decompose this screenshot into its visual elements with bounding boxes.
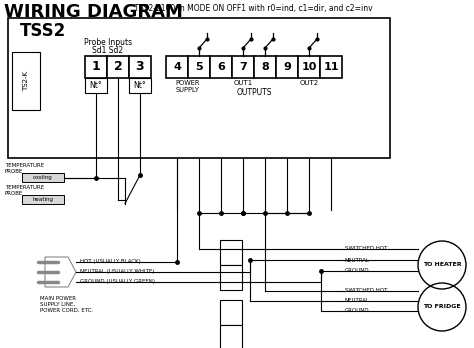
Text: 1: 1 [91, 61, 100, 73]
Text: GROUND: GROUND [345, 269, 370, 274]
Text: SWITCHED HOT: SWITCHED HOT [345, 246, 387, 252]
Text: NEUTRAL (USUALLY WHITE): NEUTRAL (USUALLY WHITE) [80, 269, 155, 275]
Text: OUTPUTS: OUTPUTS [236, 88, 272, 97]
Text: SWITCHED HOT: SWITCHED HOT [345, 288, 387, 293]
Bar [220, 300, 242, 325]
Polygon shape [45, 257, 76, 287]
Text: TO FRIDGE: TO FRIDGE [423, 304, 461, 309]
Text: WIRING DIAGRAM: WIRING DIAGRAM [4, 3, 183, 21]
Text: 4: 4 [173, 62, 181, 72]
Bar [8, 18, 390, 158]
Text: TO HEATER: TO HEATER [423, 262, 461, 268]
Bar [210, 56, 232, 78]
Text: GROUND: GROUND [345, 308, 370, 314]
Bar [12, 52, 40, 110]
Text: 10: 10 [301, 62, 317, 72]
Bar [298, 56, 320, 78]
Bar [320, 56, 342, 78]
Bar [166, 56, 188, 78]
Text: 6: 6 [217, 62, 225, 72]
Text: NEUTRAL: NEUTRAL [345, 258, 370, 262]
Text: TEMPERATURE
PROBE: TEMPERATURE PROBE [5, 163, 44, 174]
Bar [276, 56, 298, 78]
Text: Probe Inputs: Probe Inputs [84, 38, 132, 47]
Text: 11: 11 [323, 62, 339, 72]
Text: 9: 9 [283, 62, 291, 72]
Bar [254, 56, 276, 78]
Bar [107, 56, 129, 78]
Text: Sd1 Sd2: Sd1 Sd2 [92, 46, 124, 55]
Text: TEMPERATURE
PROBE: TEMPERATURE PROBE [5, 185, 44, 196]
Bar [220, 240, 242, 265]
Text: 5: 5 [195, 62, 203, 72]
Text: MAIN POWER
SUPPLY LINE,
POWER CORD, ETC.: MAIN POWER SUPPLY LINE, POWER CORD, ETC. [40, 296, 93, 313]
Text: Nt°: Nt° [134, 81, 146, 90]
Text: HOT (USUALLY BLACK): HOT (USUALLY BLACK) [80, 260, 141, 264]
Bar [220, 265, 242, 290]
Text: OUT1: OUT1 [233, 80, 253, 86]
Bar [129, 56, 151, 78]
Text: GROUND (USUALLY GREEN): GROUND (USUALLY GREEN) [80, 279, 155, 285]
Bar [232, 56, 254, 78]
Text: TSS2: TSS2 [20, 22, 66, 40]
Text: cooling: cooling [33, 175, 53, 180]
Bar [22, 173, 64, 182]
Text: heating: heating [33, 197, 54, 202]
Text: 3: 3 [136, 61, 144, 73]
Bar [85, 56, 107, 78]
Bar [129, 78, 151, 93]
Bar [22, 195, 64, 204]
Text: TS2-K: TS2-K [23, 71, 29, 91]
Text: POWER
SUPPLY: POWER SUPPLY [176, 80, 200, 93]
Text: 8: 8 [261, 62, 269, 72]
Bar [220, 325, 242, 348]
Text: 7: 7 [239, 62, 247, 72]
Bar [188, 56, 210, 78]
Text: 2: 2 [114, 61, 122, 73]
Text: NEUTRAL: NEUTRAL [345, 299, 370, 303]
Bar [85, 78, 107, 93]
Text: OUT2: OUT2 [300, 80, 319, 86]
Text: Nt°: Nt° [90, 81, 102, 90]
Text: TSS2-2100 in MODE ON OFF1 with r0=ind, c1=dir, and c2=inv: TSS2-2100 in MODE ON OFF1 with r0=ind, c… [132, 4, 373, 13]
